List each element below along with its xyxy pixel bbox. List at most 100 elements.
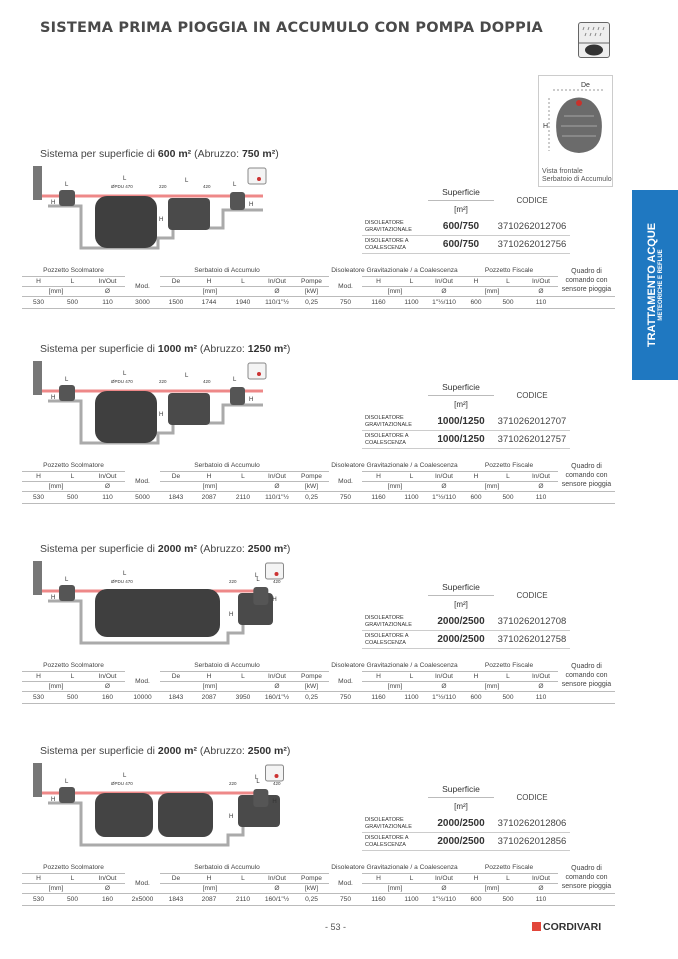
- spec-row: 530 500 160 10000 1843 2087 3950 160/1"½ 0,25 750…: [22, 691, 615, 704]
- spec-value: 110: [524, 491, 558, 504]
- control-panel-icon: [247, 167, 267, 185]
- header-cell: In/Out: [524, 873, 558, 884]
- inspection-well: [253, 587, 269, 605]
- pipe-label: ØPDU 470: [111, 781, 133, 786]
- inspection-well: [230, 192, 245, 210]
- header-cell: In/Out: [260, 471, 294, 482]
- product-row[interactable]: Disoleatore Gravitazionale 600/750 3710262…: [362, 218, 570, 236]
- header-cell: Disoleatore Gravitazionale / a Coalescen…: [331, 266, 458, 274]
- product-code: 3710262012708: [494, 613, 570, 631]
- product-row[interactable]: Disoleatore a coalescenza 600/750 37102620…: [362, 235, 570, 254]
- codice-header: CODICE: [516, 391, 548, 400]
- header-cell: Pozzetto Scolmatore: [43, 267, 104, 274]
- product-surface: 1000/1250: [428, 413, 494, 431]
- product-name: Disoleatore a coalescenza: [362, 630, 428, 649]
- dim-label: L: [123, 176, 127, 182]
- pipe-label: ØPDU 470: [111, 579, 133, 584]
- header-cell: Ø: [428, 286, 460, 297]
- header-cell: Mod.: [338, 477, 353, 485]
- system-section: Sistema per superficie di 600 m² (Abruzz…: [0, 148, 632, 338]
- header-cell: Pozzetto Scolmatore: [43, 864, 104, 871]
- product-row[interactable]: Disoleatore a coalescenza 1000/1250 371026…: [362, 430, 570, 449]
- spec-value: 500: [492, 691, 524, 704]
- superficie-header: Superficie: [428, 183, 494, 201]
- product-name: Disoleatore Gravitazionale: [362, 413, 428, 431]
- header-cell: Ø: [524, 481, 558, 492]
- header-cell: Pompe: [294, 671, 329, 682]
- header-cell: In/Out: [524, 276, 558, 287]
- header-cell: [mm]: [362, 681, 428, 692]
- product-row[interactable]: Disoleatore Gravitazionale 2000/2500 37102…: [362, 613, 570, 631]
- product-row[interactable]: Disoleatore a coalescenza 2000/2500 371026…: [362, 832, 570, 851]
- header-cell: In/Out: [260, 276, 294, 287]
- dim-label: H: [51, 797, 55, 803]
- dim-label: L: [65, 779, 69, 785]
- spec-value: 750: [329, 491, 362, 504]
- dim-label: 220: [229, 781, 237, 786]
- header-cell: H: [362, 276, 395, 287]
- header-cell: L: [395, 671, 428, 682]
- spec-value: 1"½/110: [428, 691, 460, 704]
- dim-label: L: [65, 377, 69, 383]
- section-title: Sistema per superficie di 2000 m² (Abruz…: [40, 745, 291, 757]
- product-row[interactable]: Disoleatore Gravitazionale 1000/1250 37102…: [362, 413, 570, 431]
- section-title: Sistema per superficie di 600 m² (Abruzz…: [40, 148, 279, 160]
- system-section: Sistema per superficie di 2000 m² (Abruz…: [0, 745, 632, 935]
- dim-label: L: [185, 373, 189, 379]
- header-cell: Ø: [260, 286, 294, 297]
- product-row[interactable]: Disoleatore a coalescenza 2000/2500 371026…: [362, 630, 570, 649]
- spec-value: 2087: [192, 893, 226, 906]
- spec-table: Pozzetto Scolmatore Serbatoio di Accumulo…: [22, 862, 615, 906]
- spec-value: 500: [55, 691, 90, 704]
- dim-label: H: [249, 397, 253, 403]
- dim-label: H: [51, 200, 55, 206]
- header-cell: Mod.: [338, 677, 353, 685]
- product-code-table: Superficie CODICE [m²] Disoleatore Gravit…: [362, 578, 570, 649]
- unit-header: [m²]: [454, 400, 468, 409]
- header-cell: [mm]: [460, 883, 524, 894]
- dim-label: H: [272, 597, 276, 603]
- header-cell: L: [55, 671, 90, 682]
- header-cell: Ø: [260, 883, 294, 894]
- overflow-well: [59, 385, 75, 401]
- spec-table: Pozzetto Scolmatore Serbatoio di Accumulo…: [22, 660, 615, 704]
- spec-value: 110/1"½: [260, 296, 294, 309]
- header-cell: [mm]: [460, 681, 524, 692]
- product-row[interactable]: Disoleatore Gravitazionale 2000/2500 37102…: [362, 815, 570, 833]
- header-cell: Pozzetto Fiscale: [484, 864, 534, 871]
- header-cell: H: [460, 873, 492, 884]
- dim-label: H: [272, 799, 276, 805]
- header-cell: Disoleatore Gravitazionale / a Coalescen…: [331, 863, 458, 871]
- control-panel-icon: [265, 764, 284, 782]
- header-cell: H: [460, 671, 492, 682]
- spec-value: 1160: [362, 893, 395, 906]
- unit-header: [m²]: [454, 600, 468, 609]
- header-cell: In/Out: [90, 471, 125, 482]
- dim-label: 420: [203, 379, 211, 384]
- spec-value: 10000: [125, 691, 160, 704]
- header-cell: In/Out: [260, 873, 294, 884]
- unit-header: [m²]: [454, 802, 468, 811]
- section-title: Sistema per superficie di 2000 m² (Abruz…: [40, 543, 291, 555]
- spec-value: 1100: [395, 691, 428, 704]
- header-cell: Serbatoio di Accumulo: [194, 864, 260, 871]
- header-cell: In/Out: [428, 471, 460, 482]
- header-cell: Quadro di comando con sensore pioggia: [561, 268, 612, 293]
- side-category-tab[interactable]: TRATTAMENTO ACQUE METEORICHE E REFLUE: [632, 190, 678, 380]
- dim-label: H: [229, 612, 233, 618]
- spec-value: 600: [460, 691, 492, 704]
- header-cell: [kW]: [294, 883, 329, 894]
- header-cell: H: [362, 671, 395, 682]
- storage-tank: [95, 391, 157, 443]
- dim-label: H: [51, 595, 55, 601]
- spec-value: 160/1"½: [260, 893, 294, 906]
- dim-label: H: [159, 412, 163, 418]
- spec-value: 3000: [125, 296, 160, 309]
- product-name: Disoleatore Gravitazionale: [362, 815, 428, 833]
- brand-logo: CORDIVARI: [532, 921, 601, 933]
- product-code: 3710262012758: [494, 630, 570, 649]
- h-label: H: [543, 123, 548, 130]
- header-cell: Mod.: [338, 879, 353, 887]
- product-code: 3710262012757: [494, 430, 570, 449]
